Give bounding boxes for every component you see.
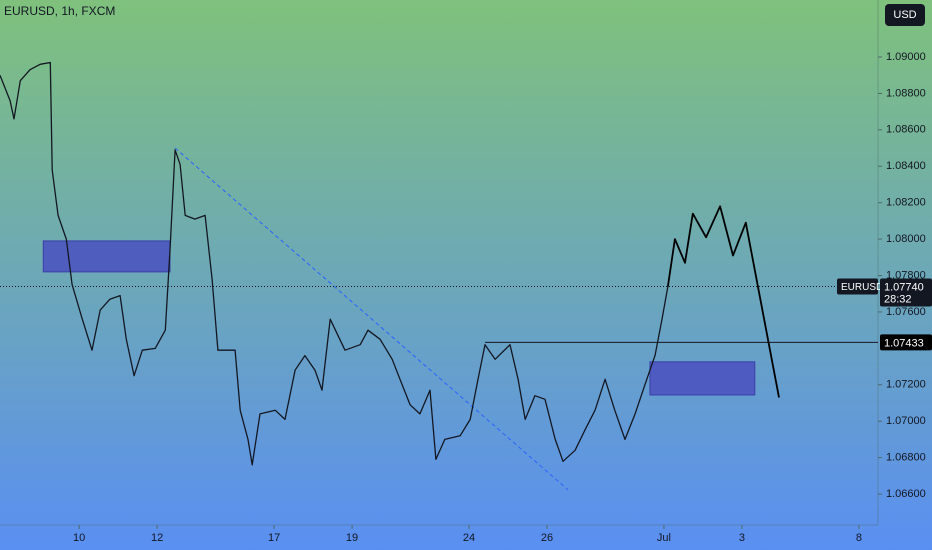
x-tick-label: 26: [541, 532, 553, 544]
symbol-label: EURUSD: [841, 282, 883, 293]
projection-path: [667, 205, 780, 398]
level-label: 1.07433: [884, 337, 924, 349]
currency-button[interactable]: [885, 4, 925, 26]
last-price-box: [880, 278, 932, 307]
x-tick-label: 24: [463, 532, 475, 544]
chart-title: EURUSD, 1h, FXCM: [4, 4, 115, 18]
y-tick-label: 1.08200: [886, 197, 926, 209]
x-tick-label: 8: [856, 532, 862, 544]
x-tick-label: 3: [739, 532, 745, 544]
y-tick-label: 1.08000: [886, 233, 926, 245]
zone: [42, 240, 171, 273]
y-tick-label: 1.08800: [886, 87, 926, 99]
y-tick-label: 1.07200: [886, 379, 926, 391]
y-tick-label: 1.06800: [886, 452, 926, 464]
x-tick-label: 12: [151, 532, 163, 544]
level-label-box: [880, 334, 932, 351]
countdown-label: 28:32: [884, 293, 912, 305]
zone: [649, 361, 756, 396]
y-tick-label: 1.08400: [886, 160, 926, 172]
symbol-label-box: [837, 278, 878, 295]
price-line: [0, 61, 669, 466]
x-tick-label: 17: [268, 532, 280, 544]
x-tick-label: 19: [346, 532, 358, 544]
trend-line: [174, 147, 569, 491]
y-tick-label: 1.07800: [886, 269, 926, 281]
y-tick-label: 1.09000: [886, 51, 926, 63]
x-tick-label: 10: [73, 532, 85, 544]
y-tick-label: 1.07600: [886, 306, 926, 318]
last-price-label: 1.07740: [884, 281, 924, 293]
y-tick-label: 1.06600: [886, 488, 926, 500]
currency-label[interactable]: USD: [893, 9, 916, 21]
y-tick-label: 1.08600: [886, 124, 926, 136]
y-tick-label: 1.07000: [886, 415, 926, 427]
x-tick-label: Jul: [657, 532, 671, 544]
